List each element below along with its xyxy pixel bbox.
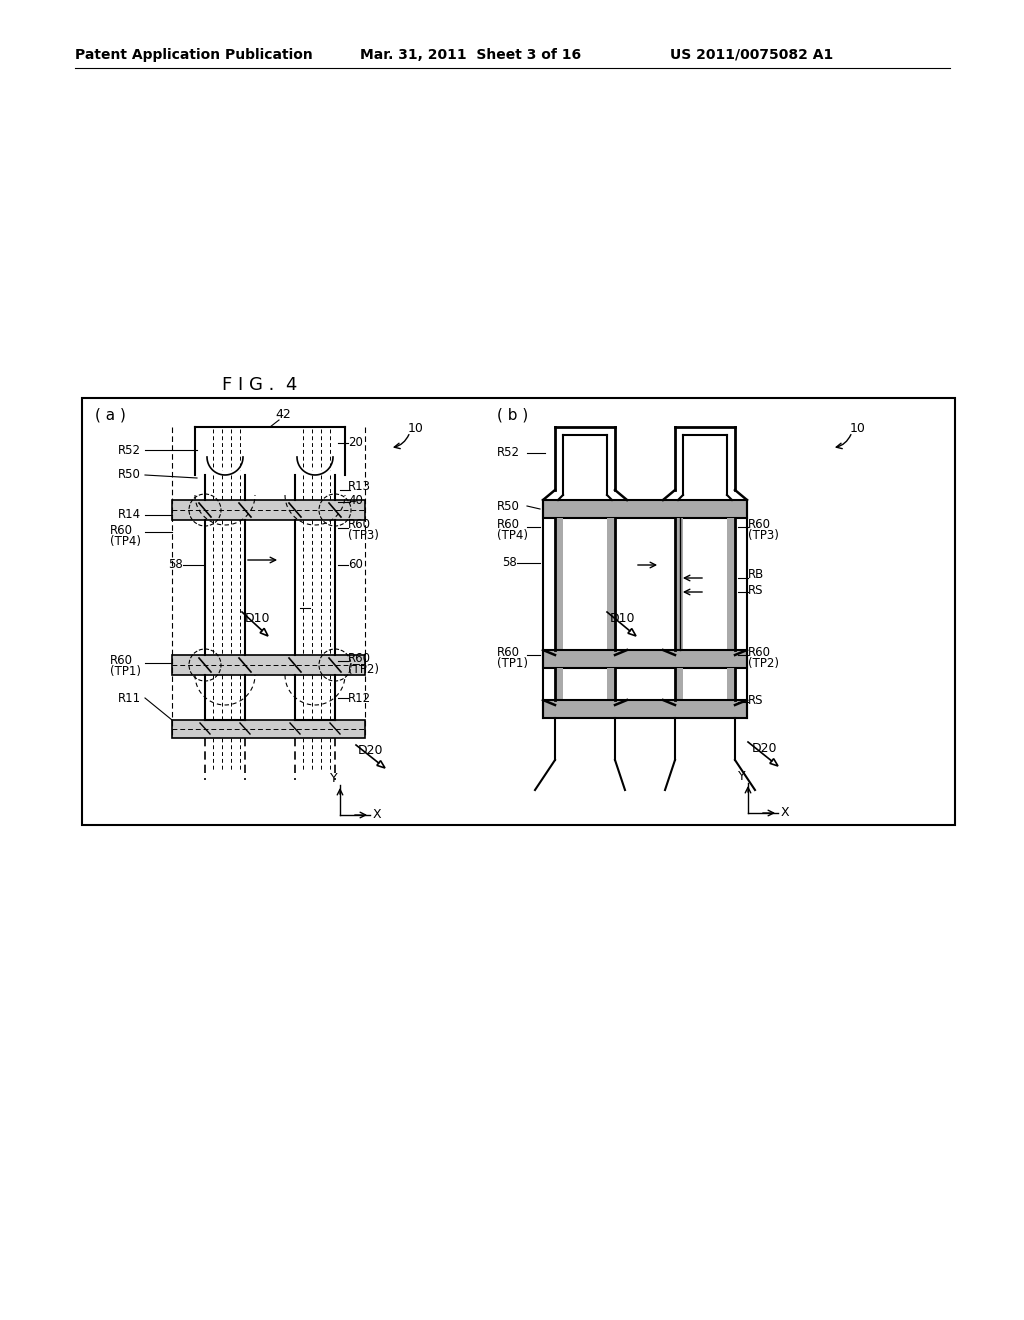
Text: Mar. 31, 2011  Sheet 3 of 16: Mar. 31, 2011 Sheet 3 of 16 xyxy=(360,48,582,62)
Text: R52: R52 xyxy=(497,446,520,459)
Text: R60: R60 xyxy=(748,517,771,531)
Text: (TP4): (TP4) xyxy=(497,528,528,541)
Bar xyxy=(82,399,955,825)
Text: ( b ): ( b ) xyxy=(497,408,528,422)
Bar xyxy=(172,655,365,675)
Bar xyxy=(607,668,615,700)
Bar xyxy=(555,517,563,649)
Text: D10: D10 xyxy=(245,611,270,624)
Text: 58: 58 xyxy=(168,558,182,572)
Bar xyxy=(555,668,563,700)
Text: (TP2): (TP2) xyxy=(348,663,379,676)
Bar xyxy=(727,517,735,649)
Text: (TP3): (TP3) xyxy=(748,528,779,541)
Text: US 2011/0075082 A1: US 2011/0075082 A1 xyxy=(670,48,834,62)
Text: R52: R52 xyxy=(118,444,141,457)
Text: 40: 40 xyxy=(348,494,362,507)
Text: Patent Application Publication: Patent Application Publication xyxy=(75,48,312,62)
Text: RS: RS xyxy=(748,583,764,597)
Bar xyxy=(543,700,746,718)
Text: R14: R14 xyxy=(118,508,141,521)
Text: (TP3): (TP3) xyxy=(348,529,379,543)
Polygon shape xyxy=(628,628,636,636)
Text: R11: R11 xyxy=(118,692,141,705)
Bar xyxy=(543,500,746,517)
Bar xyxy=(607,517,615,649)
Text: F I G .  4: F I G . 4 xyxy=(222,376,297,393)
Text: Y: Y xyxy=(330,772,338,785)
Polygon shape xyxy=(770,759,778,766)
Text: R60: R60 xyxy=(748,645,771,659)
Text: R13: R13 xyxy=(348,480,371,494)
Text: R60: R60 xyxy=(348,519,371,532)
Text: R50: R50 xyxy=(497,499,520,512)
Text: D20: D20 xyxy=(752,742,777,755)
Text: (TP1): (TP1) xyxy=(110,664,141,677)
Text: (TP4): (TP4) xyxy=(110,535,141,548)
Bar xyxy=(172,500,365,520)
Polygon shape xyxy=(377,760,385,768)
Text: R60: R60 xyxy=(348,652,371,664)
Text: R50: R50 xyxy=(118,469,141,482)
Bar xyxy=(675,668,683,700)
Text: 42: 42 xyxy=(275,408,291,421)
Text: 58: 58 xyxy=(502,557,517,569)
Text: R60: R60 xyxy=(110,524,133,536)
Text: RB: RB xyxy=(748,569,764,582)
Text: X: X xyxy=(781,807,790,820)
Text: 10: 10 xyxy=(408,421,424,434)
Polygon shape xyxy=(260,628,268,636)
Text: R60: R60 xyxy=(110,653,133,667)
Bar xyxy=(727,668,735,700)
Text: (TP2): (TP2) xyxy=(748,656,779,669)
Text: R12: R12 xyxy=(348,692,371,705)
Text: (TP1): (TP1) xyxy=(497,656,528,669)
Text: 10: 10 xyxy=(850,421,866,434)
Text: 20: 20 xyxy=(348,437,362,450)
Bar xyxy=(172,719,365,738)
Bar xyxy=(675,517,683,649)
Text: Y: Y xyxy=(738,771,745,784)
Text: RS: RS xyxy=(748,693,764,706)
Text: D10: D10 xyxy=(610,611,636,624)
Text: D20: D20 xyxy=(358,743,384,756)
Text: ( a ): ( a ) xyxy=(95,408,126,422)
Text: 60: 60 xyxy=(348,558,362,572)
Text: R60: R60 xyxy=(497,517,520,531)
Text: R60: R60 xyxy=(497,645,520,659)
Text: X: X xyxy=(373,808,382,821)
Bar xyxy=(543,649,746,668)
